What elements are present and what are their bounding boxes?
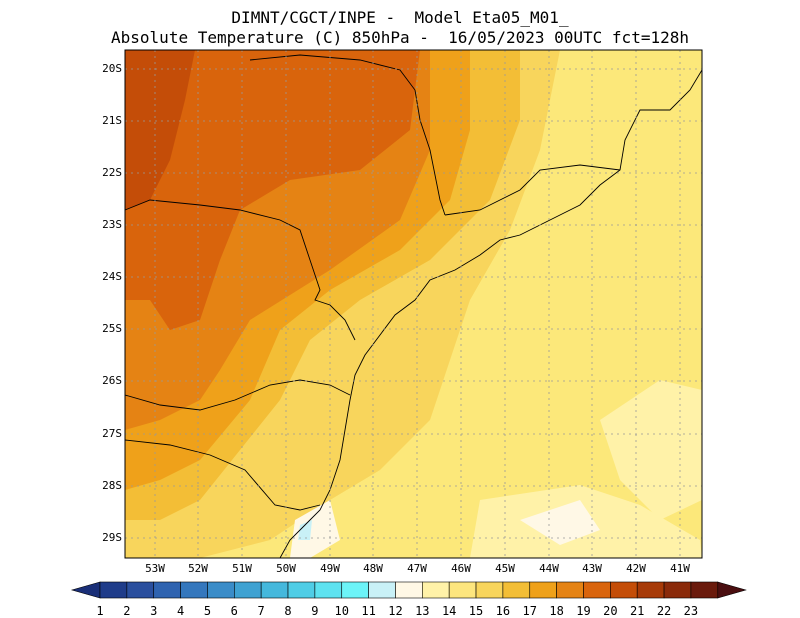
latitude-label: 22S [102, 166, 122, 179]
state-border-mg-rj [444, 164, 621, 216]
colorbar-label: 17 [522, 604, 537, 618]
colorbar-swatch [610, 581, 638, 599]
temp-band-11 [520, 500, 600, 545]
gridlines [125, 50, 702, 558]
longitude-label: 43W [582, 562, 602, 575]
colorbar-swatch [368, 581, 396, 599]
colorbar-swatch [153, 581, 181, 599]
colorbar-swatch [475, 581, 504, 599]
colorbar-label: 11 [361, 604, 376, 618]
colorbar-swatch [126, 581, 155, 599]
longitude-label: 47W [407, 562, 427, 575]
colorbar-label: 4 [176, 604, 185, 618]
latitude-label: 26S [102, 374, 122, 387]
colorbar-swatch [260, 581, 289, 599]
colorbar-swatch [556, 581, 584, 599]
latitude-label: 23S [102, 218, 122, 231]
temperature-field [125, 50, 702, 558]
state-border-sc-rs [125, 439, 321, 511]
latitude-label: 29S [102, 531, 122, 544]
colorbar-swatch [690, 581, 719, 599]
coastline [279, 69, 702, 558]
state-border-pr-sc [125, 379, 351, 411]
colorbar-swatch [663, 581, 692, 599]
longitude-label: 51W [232, 562, 252, 575]
latitude-label: 20S [102, 62, 122, 75]
colorbar-swatch [583, 581, 611, 599]
temp-band-18 [125, 50, 420, 330]
colorbar-swatch [529, 581, 557, 599]
colorbar-right-arrow [717, 581, 747, 599]
colorbar-label: 16 [495, 604, 511, 618]
colorbar-swatch [341, 581, 369, 599]
colorbar-label: 14 [441, 604, 457, 618]
state-border-sp-mg [249, 54, 446, 216]
colorbar-label: 3 [150, 604, 158, 618]
colorbar-label: 7 [257, 604, 265, 618]
longitude-label: 53W [145, 562, 165, 575]
chart-title-line2: Absolute Temperature (C) 850hPa - 16/05/… [111, 28, 689, 47]
colorbar-swatch [422, 581, 450, 599]
latitude-label: 25S [102, 322, 122, 335]
chart-title-line1: DIMNT/CGCT/INPE - Model Eta05_M01_ [231, 8, 569, 27]
colorbar-label: 2 [123, 604, 131, 618]
longitude-label: 52W [188, 562, 208, 575]
latitude-label: 28S [102, 479, 122, 492]
colorbar-swatch [180, 581, 208, 599]
latitude-label: 21S [102, 114, 122, 127]
colorbar-label: 23 [683, 604, 699, 618]
latitude-label: 27S [102, 427, 122, 440]
colorbar-label: 20 [603, 604, 618, 618]
temp-band-11b [290, 500, 340, 558]
longitude-label: 46W [451, 562, 471, 575]
colorbar-label: 18 [549, 604, 564, 618]
longitude-label: 42W [626, 562, 646, 575]
colorbar-swatch [99, 581, 128, 599]
colorbar-swatch [636, 581, 665, 599]
coastline-borders [125, 54, 702, 558]
longitude-label: 44W [539, 562, 559, 575]
colorbar-label: 10 [334, 604, 349, 618]
colorbar-swatch [448, 581, 477, 599]
colorbar-label: 15 [468, 604, 484, 618]
temp-band-10 [298, 520, 312, 540]
longitude-label: 49W [320, 562, 340, 575]
colorbar-swatch [502, 581, 531, 599]
colorbar-swatch [207, 581, 235, 599]
colorbar [70, 581, 747, 599]
colorbar-label: 22 [656, 604, 672, 618]
colorbar-label: 21 [629, 604, 645, 618]
longitude-label: 41W [670, 562, 690, 575]
longitude-label: 50W [276, 562, 296, 575]
state-border-sp-pr [125, 199, 356, 341]
colorbar-swatch [287, 581, 316, 599]
colorbar-label: 6 [230, 604, 238, 618]
colorbar-label: 1 [96, 604, 104, 618]
colorbar-swatch [314, 581, 343, 599]
latitude-label: 24S [102, 270, 122, 283]
longitude-label: 48W [363, 562, 383, 575]
colorbar-label: 5 [203, 604, 212, 618]
colorbar-label: 13 [415, 604, 430, 618]
colorbar-left-arrow [70, 581, 101, 599]
colorbar-label: 8 [284, 604, 292, 618]
colorbar-label: 19 [576, 604, 591, 618]
colorbar-swatch [234, 581, 262, 599]
colorbar-label: 9 [311, 604, 319, 618]
temp-band-19 [125, 50, 195, 210]
colorbar-swatch [395, 581, 423, 599]
temp-band-12 [600, 380, 702, 520]
colorbar-label: 12 [388, 604, 403, 618]
longitude-label: 45W [495, 562, 515, 575]
map-frame [124, 49, 703, 559]
